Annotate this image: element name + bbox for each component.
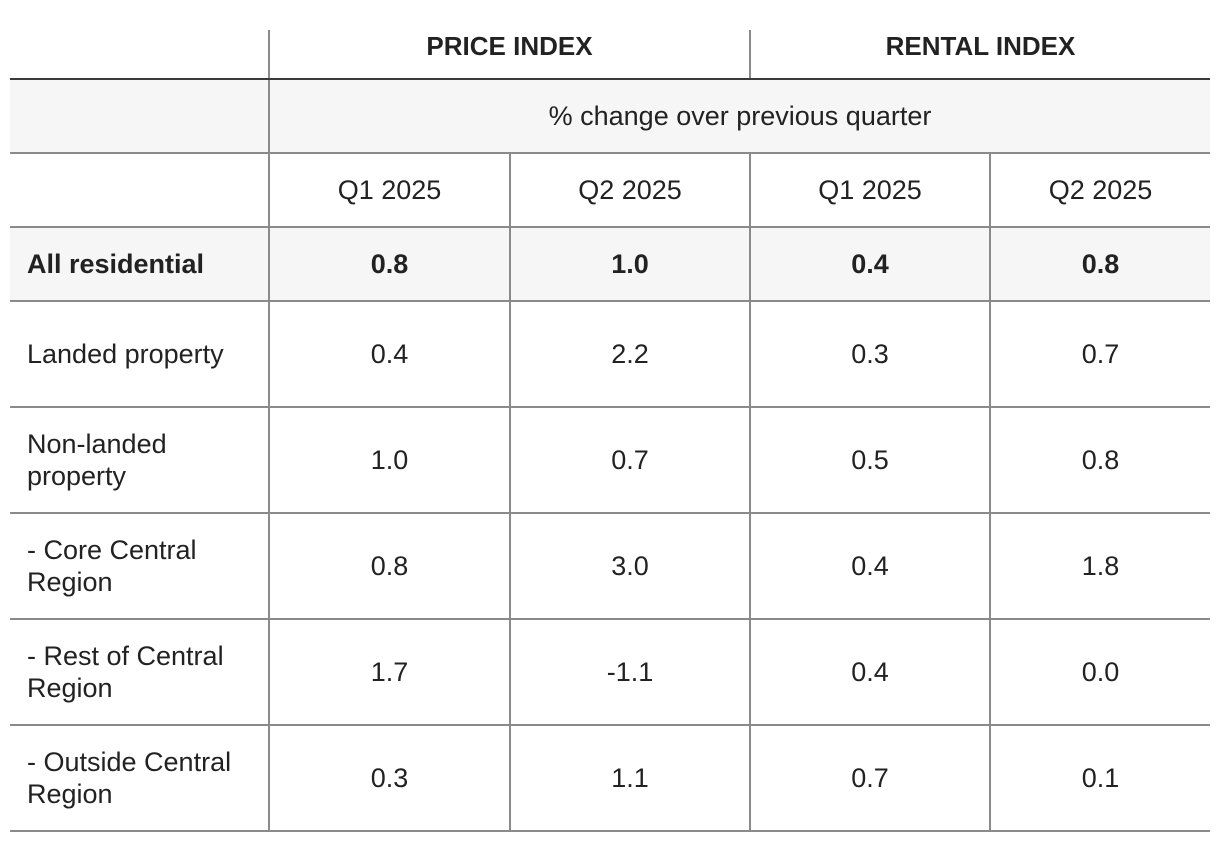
price-q2-value: 1.0 — [509, 227, 750, 302]
quarter-header-row: Q1 2025 Q2 2025 Q1 2025 Q2 2025 — [10, 153, 1210, 228]
rental-q2-value: 0.1 — [989, 725, 1210, 832]
rental-q1-value: 0.3 — [749, 301, 990, 408]
rental-q1-header: Q1 2025 — [749, 153, 990, 228]
row-label: All residential — [10, 227, 269, 302]
price-q1-value: 1.0 — [268, 407, 510, 514]
pct-change-subtitle: % change over previous quarter — [268, 79, 1210, 154]
price-q2-header: Q2 2025 — [509, 153, 750, 228]
group-header-row: PRICE INDEX RENTAL INDEX — [10, 30, 1210, 80]
table-row-rest-of-central: - Rest of Central Region 1.7 -1.1 0.4 0.… — [10, 619, 1210, 726]
rental-q2-value: 0.8 — [989, 407, 1210, 514]
table-row-landed: Landed property 0.4 2.2 0.3 0.7 — [10, 301, 1210, 408]
rental-q2-header: Q2 2025 — [989, 153, 1210, 228]
table-row-all-residential: All residential 0.8 1.0 0.4 0.8 — [10, 227, 1210, 302]
rental-index-header: RENTAL INDEX — [749, 30, 1210, 80]
row-label: - Rest of Central Region — [10, 619, 269, 726]
price-q2-value: 2.2 — [509, 301, 750, 408]
price-q1-value: 0.8 — [268, 513, 510, 620]
rental-q1-value: 0.5 — [749, 407, 990, 514]
table-row-non-landed: Non-landed property 1.0 0.7 0.5 0.8 — [10, 407, 1210, 514]
price-q1-header: Q1 2025 — [268, 153, 510, 228]
rental-q2-value: 0.0 — [989, 619, 1210, 726]
table-row-outside-central: - Outside Central Region 0.3 1.1 0.7 0.1 — [10, 725, 1210, 832]
corner-cell — [10, 30, 269, 80]
price-q1-value: 1.7 — [268, 619, 510, 726]
price-q1-value: 0.8 — [268, 227, 510, 302]
price-q2-value: 3.0 — [509, 513, 750, 620]
price-q2-value: 0.7 — [509, 407, 750, 514]
price-q2-value: -1.1 — [509, 619, 750, 726]
table-row-core-central: - Core Central Region 0.8 3.0 0.4 1.8 — [10, 513, 1210, 620]
price-index-header: PRICE INDEX — [268, 30, 750, 80]
rental-q1-value: 0.4 — [749, 619, 990, 726]
price-q1-value: 0.3 — [268, 725, 510, 832]
price-q2-value: 1.1 — [509, 725, 750, 832]
row-label: - Outside Central Region — [10, 725, 269, 832]
rental-q1-value: 0.7 — [749, 725, 990, 832]
row-label: - Core Central Region — [10, 513, 269, 620]
subtitle-row: % change over previous quarter — [10, 79, 1210, 154]
subtitle-corner-cell — [10, 79, 269, 154]
row-label: Non-landed property — [10, 407, 269, 514]
row-label: Landed property — [10, 301, 269, 408]
rental-q2-value: 0.7 — [989, 301, 1210, 408]
quarter-corner-cell — [10, 153, 269, 228]
rental-q2-value: 0.8 — [989, 227, 1210, 302]
rental-q1-value: 0.4 — [749, 513, 990, 620]
price-q1-value: 0.4 — [268, 301, 510, 408]
rental-q1-value: 0.4 — [749, 227, 990, 302]
rental-q2-value: 1.8 — [989, 513, 1210, 620]
property-index-table: PRICE INDEX RENTAL INDEX % change over p… — [10, 30, 1210, 832]
index-table-container: PRICE INDEX RENTAL INDEX % change over p… — [10, 30, 1210, 832]
